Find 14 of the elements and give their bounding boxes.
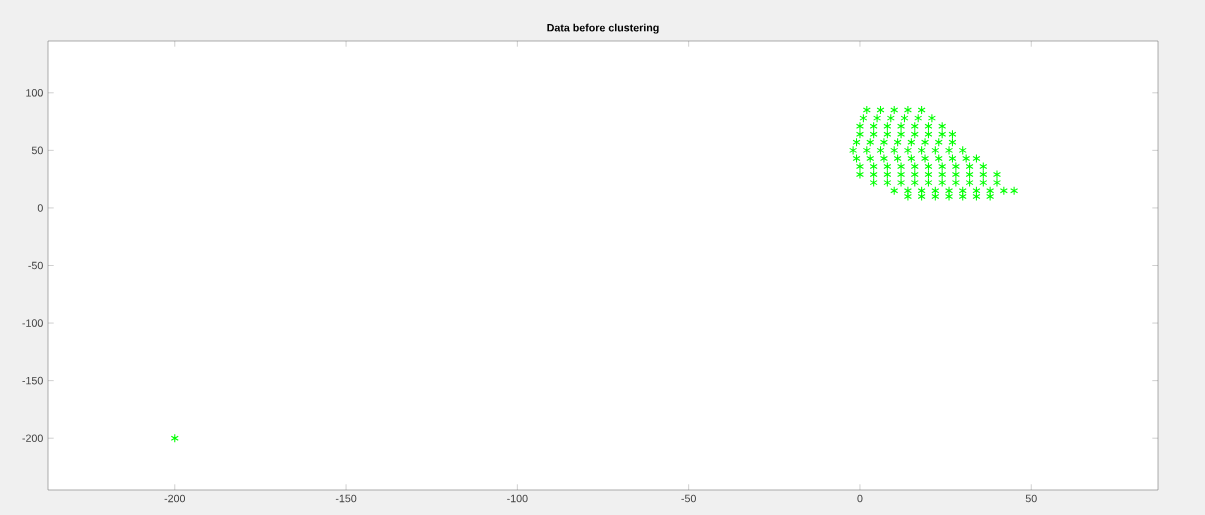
y-tick-label: -200 [22,434,43,442]
x-tick-label: -150 [335,494,357,503]
x-tick-label: 50 [1025,494,1037,503]
x-tick-label: 0 [857,494,863,503]
x-tick-label: -100 [507,494,528,503]
y-tick-label: -50 [28,261,43,270]
y-tick-label: 50 [31,146,43,155]
x-tick-label: -200 [164,494,186,503]
chart-title: Data before clustering [547,23,659,34]
x-tick-label: -50 [681,494,696,503]
y-tick-label: -150 [22,376,43,385]
y-tick-label: -100 [22,319,43,327]
y-tick-label: 0 [37,204,43,212]
y-tick-label: 100 [26,89,43,97]
